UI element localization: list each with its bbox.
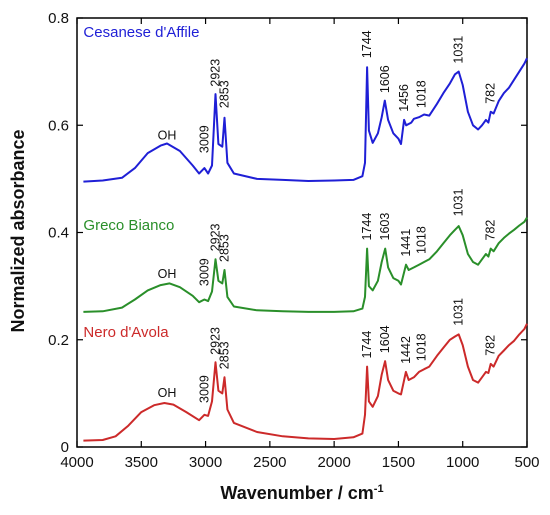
peak-label: 2923	[209, 59, 223, 87]
y-axis-title: Normalized absorbance	[8, 129, 28, 332]
y-tick-label: 0.2	[48, 332, 69, 349]
peak-label: 1018	[415, 80, 429, 108]
peak-label: 3009	[197, 375, 211, 403]
x-tick-label: 3500	[125, 454, 158, 471]
peak-label: 2853	[218, 80, 232, 108]
y-tick-label: 0.4	[48, 225, 69, 242]
series-label: Cesanese d'Affile	[83, 24, 199, 41]
peak-label: 1603	[378, 213, 392, 241]
x-tick-label: 2000	[317, 454, 350, 471]
y-tick-label: 0.8	[48, 10, 69, 27]
peak-label: 782	[484, 220, 498, 241]
peak-label: 1744	[360, 213, 374, 241]
peak-label: 1744	[360, 331, 374, 359]
y-tick-label: 0	[61, 439, 69, 456]
x-tick-label: 1500	[382, 454, 415, 471]
x-axis-title: Wavenumber / cm-1	[220, 483, 383, 503]
peak-label: 782	[484, 83, 498, 104]
peak-label: 1031	[452, 298, 466, 326]
peak-label: 1744	[360, 30, 374, 58]
series-line-cesanese-d-affile	[83, 57, 528, 183]
x-tick-label: 1000	[446, 454, 479, 471]
peak-label: 2923	[209, 327, 223, 355]
peak-label: OH	[158, 129, 177, 143]
peak-label: 3009	[197, 258, 211, 286]
peak-label: 1604	[378, 325, 392, 353]
y-tick-label: 0.6	[48, 117, 69, 134]
peak-label: 3009	[197, 125, 211, 153]
peak-label: 1442	[399, 336, 413, 364]
x-tick-label: 2500	[253, 454, 286, 471]
x-axis-ticks: 4000 3500 3000 2500 2000 1500 1000 500	[60, 18, 540, 471]
x-axis-title-superscript: -1	[374, 483, 384, 495]
peak-label: 1031	[452, 189, 466, 217]
series-labels: Cesanese d'Affile Greco Bianco Nero d'Avol…	[83, 24, 199, 341]
x-tick-label: 4000	[60, 454, 93, 471]
spectra-series	[83, 57, 528, 442]
x-tick-label: 500	[514, 454, 539, 471]
series-line-nero-d-avola	[83, 323, 528, 442]
peak-label: 1018	[415, 333, 429, 361]
peak-label: 2853	[218, 341, 232, 369]
peak-label: 1018	[415, 226, 429, 254]
peak-label: OH	[158, 267, 177, 281]
peak-label: 782	[484, 335, 498, 356]
series-label: Nero d'Avola	[83, 324, 169, 341]
peak-label: 1456	[397, 84, 411, 112]
x-tick-label: 3000	[189, 454, 222, 471]
peak-label: 2853	[218, 234, 232, 262]
peak-label: 1441	[399, 229, 413, 257]
series-line-greco-bianco	[83, 216, 528, 313]
peak-label: 1606	[378, 65, 392, 93]
peak-label: 2923	[209, 223, 223, 251]
y-axis-ticks: 0 0.2 0.4 0.6 0.8	[48, 10, 527, 456]
series-label: Greco Bianco	[83, 217, 174, 234]
peak-label: 1031	[452, 36, 466, 64]
peak-label: OH	[158, 386, 177, 400]
